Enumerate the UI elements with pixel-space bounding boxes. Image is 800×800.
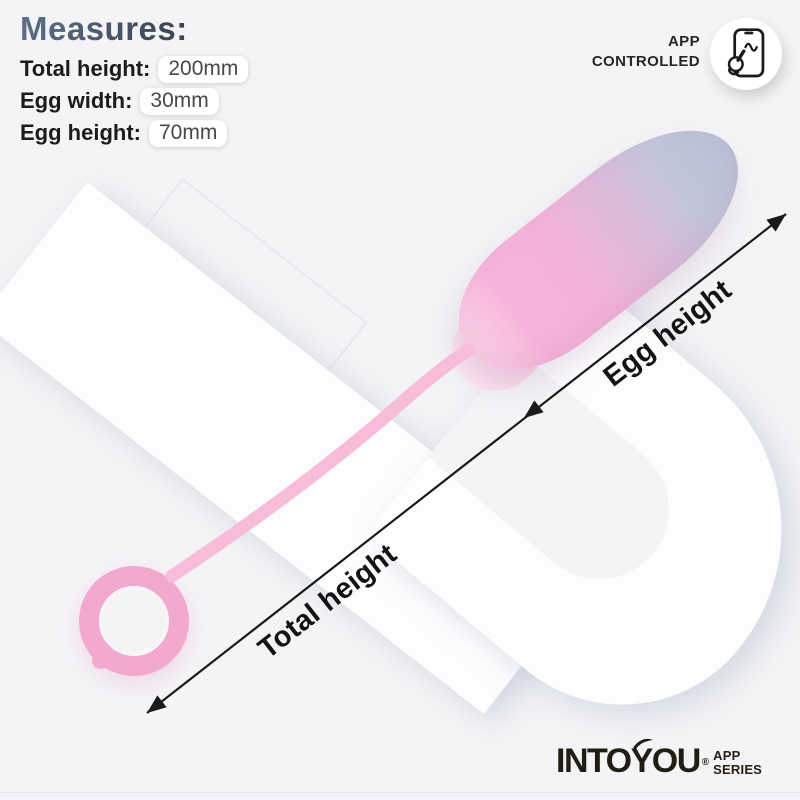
measure-row-egg-height: Egg height: 70mm (20, 119, 248, 147)
measure-value-pill: 30mm (140, 87, 219, 115)
app-controlled-line1: APP (667, 33, 700, 50)
measures-block: Measures: Total height: 200mm Egg width:… (20, 10, 249, 152)
arrowhead-egg-bottom (524, 400, 544, 418)
bottom-divider (0, 792, 800, 793)
arrowhead-bottom (147, 695, 167, 713)
measure-label: Egg width: (20, 88, 133, 113)
brand-logo: INTO Y OU ® APP SERIES (556, 738, 763, 780)
silicone-ring-notch (92, 652, 109, 669)
measure-label: Egg height: (20, 120, 141, 145)
brand-letter-y: Y (631, 738, 653, 778)
measure-row-egg-width: Egg width: 30mm (20, 87, 248, 115)
measures-title: Measures: (20, 10, 248, 48)
brand-part1: INTO (556, 742, 632, 780)
app-series-label: APP SERIES (713, 747, 763, 777)
registered-trademark: ® (701, 756, 710, 768)
measure-label: Total height: (20, 56, 151, 81)
leaf-swoosh-icon (632, 738, 653, 749)
brand-wordmark: INTO Y OU (556, 738, 702, 780)
measure-value-pill: 70mm (148, 119, 228, 147)
app-controlled-label: APP CONTROLLED (592, 32, 700, 72)
brand-part2: OU (651, 742, 702, 780)
measure-value-pill: 200mm (158, 55, 249, 83)
measure-row-total-height: Total height: 200mm (20, 55, 249, 83)
phone-tap-icon (727, 28, 765, 78)
app-controlled-line2: CONTROLLED (591, 53, 700, 70)
app-controlled-badge (710, 18, 782, 90)
arrowhead-top (766, 214, 786, 232)
